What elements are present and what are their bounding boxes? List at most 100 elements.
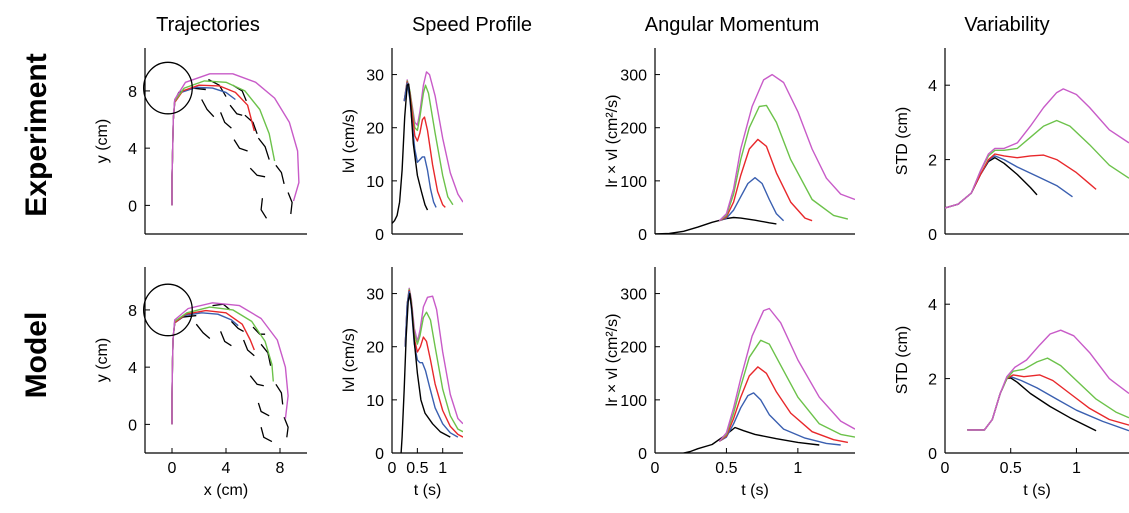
series-line-blue xyxy=(171,312,239,425)
series-line-red xyxy=(718,138,813,222)
y-tick-label: 20 xyxy=(366,340,384,357)
y-tick-label: 0 xyxy=(928,446,937,463)
plot-area xyxy=(655,73,855,234)
column-title-angular-momentum: Angular Momentum xyxy=(645,14,820,36)
row-label-model: Model xyxy=(20,312,53,399)
series-line-blue xyxy=(718,392,841,446)
start-target-circle xyxy=(142,283,193,337)
column-titles: Trajectories Speed Profile Angular Momen… xyxy=(156,14,1049,36)
obstacle-arc xyxy=(283,416,289,438)
series-line-black xyxy=(392,83,429,224)
series-line-magenta xyxy=(718,73,855,222)
series-line-magenta xyxy=(171,73,300,206)
panel-angmom-exp: 0 100 200 300 lr × vl (cm²/s) xyxy=(604,48,855,244)
plot-area xyxy=(683,307,855,453)
panel-speed-model: 0 10 20 30 0 0.5 1 lvl (cm/s) t (s) xyxy=(341,267,463,499)
obstacle-arc xyxy=(275,383,284,405)
series-line-blue xyxy=(945,155,1073,209)
obstacle-arc xyxy=(257,137,270,160)
series-line-magenta xyxy=(945,88,1129,209)
plot-area xyxy=(171,302,289,443)
row-labels: Experiment Model xyxy=(20,53,53,398)
panel-var-model: 0 2 4 0 0.5 1 STD (cm) t (s) xyxy=(894,267,1129,499)
row-label-experiment: Experiment xyxy=(20,53,53,216)
series-line-black xyxy=(655,216,777,234)
column-title-speed-profile: Speed Profile xyxy=(412,14,532,36)
y-tick-label: 0 xyxy=(638,446,647,463)
x-tick-label: 0.5 xyxy=(406,460,428,477)
panel-speed-exp: 0 10 20 30 lvl (cm/s) xyxy=(341,48,463,244)
series-line-red xyxy=(718,366,849,444)
series-line-red xyxy=(945,153,1097,209)
y-axis-label: y (cm) xyxy=(94,338,111,382)
y-tick-label: 4 xyxy=(928,297,937,314)
column-title-trajectories: Trajectories xyxy=(156,14,260,36)
x-tick-label: 0 xyxy=(168,460,177,477)
y-tick-label: 300 xyxy=(620,287,647,304)
series-line-green xyxy=(718,339,855,442)
obstacle-arc xyxy=(260,427,273,443)
y-tick-label: 100 xyxy=(620,393,647,410)
y-tick-label: 200 xyxy=(620,121,647,138)
x-tick-label: 0 xyxy=(941,460,950,477)
series-line-black xyxy=(945,156,1038,209)
x-tick-label: 0 xyxy=(651,460,660,477)
x-tick-label: 1 xyxy=(1072,460,1081,477)
plot-area xyxy=(171,73,300,219)
y-tick-label: 4 xyxy=(128,141,137,158)
y-axis-label: lvl (cm/s) xyxy=(341,328,358,392)
x-tick-label: 0.5 xyxy=(715,460,737,477)
series-line-blue xyxy=(719,176,785,222)
y-tick-label: 0 xyxy=(928,227,937,244)
obstacle-arc xyxy=(249,167,266,178)
y-axis-label: lr × vl (cm²/s) xyxy=(604,95,621,188)
obstacle-arc xyxy=(275,164,285,185)
y-tick-label: 0 xyxy=(128,417,137,434)
y-axis-label: lr × vl (cm²/s) xyxy=(604,314,621,407)
obstacle-arc xyxy=(219,331,232,347)
panel-traj-model: 0 4 8 0 4 8 y (cm) x (cm) xyxy=(94,267,307,499)
y-tick-label: 30 xyxy=(366,287,384,304)
start-target-circle xyxy=(142,61,193,115)
series-line-black xyxy=(683,426,820,453)
obstacle-arc xyxy=(244,114,258,135)
plot-area xyxy=(967,329,1129,432)
panel-traj-exp: 0 4 8 y (cm) xyxy=(94,48,307,235)
series-line-red xyxy=(404,289,463,438)
series-line-green xyxy=(403,80,454,206)
y-axis-label: STD (cm) xyxy=(894,107,911,175)
x-tick-label: 4 xyxy=(222,460,231,477)
obstacle-arc xyxy=(230,320,244,332)
x-axis-label: t (s) xyxy=(414,482,442,499)
y-axis-label: y (cm) xyxy=(94,119,111,163)
y-tick-label: 0 xyxy=(375,227,384,244)
y-tick-label: 20 xyxy=(366,121,384,138)
y-tick-label: 0 xyxy=(375,446,384,463)
series-line-blue xyxy=(171,86,236,206)
y-tick-label: 0 xyxy=(128,198,137,215)
obstacle-arc xyxy=(229,104,243,116)
obstacle-arc xyxy=(219,112,232,129)
obstacle-arc xyxy=(257,402,270,417)
x-tick-label: 1 xyxy=(793,460,802,477)
series-line-blue xyxy=(967,376,1129,432)
x-tick-label: 0 xyxy=(388,460,397,477)
obstacle-arc xyxy=(242,339,255,357)
series-line-magenta xyxy=(171,302,289,425)
y-axis-label: STD (cm) xyxy=(894,326,911,394)
y-tick-label: 8 xyxy=(128,303,137,320)
y-tick-label: 30 xyxy=(366,68,384,85)
y-tick-label: 2 xyxy=(928,153,937,170)
panel-var-exp: 0 2 4 STD (cm) xyxy=(894,48,1129,244)
y-tick-label: 0 xyxy=(638,227,647,244)
obstacle-arc xyxy=(233,139,248,152)
x-axis-label: x (cm) xyxy=(204,482,248,499)
obstacle-arc xyxy=(260,198,268,219)
series-line-green xyxy=(718,104,849,222)
series-line-green xyxy=(171,80,276,206)
x-axis-label: t (s) xyxy=(741,482,769,499)
obstacle-arc xyxy=(287,192,293,215)
y-tick-label: 4 xyxy=(128,360,137,377)
x-tick-label: 1 xyxy=(438,460,447,477)
